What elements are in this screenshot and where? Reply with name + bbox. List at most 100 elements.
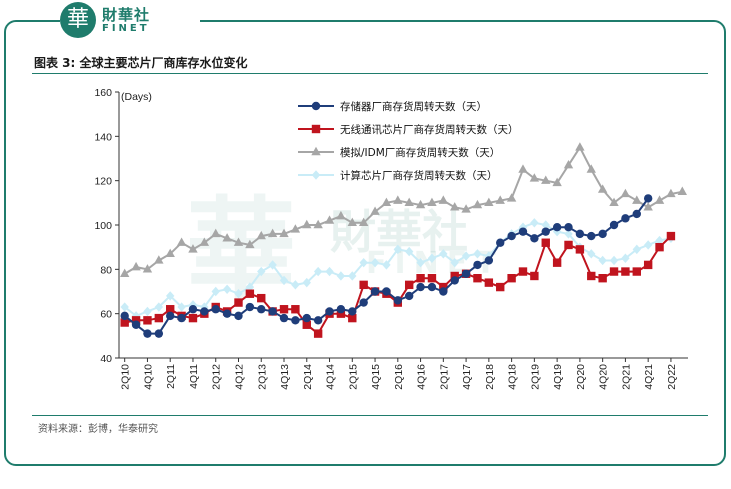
data-point-computing [166,291,175,301]
data-point-analog [188,244,198,253]
data-point-analog [484,197,494,207]
x-tick-label: 4Q12 [233,364,245,390]
data-point-analog [461,204,471,213]
x-tick-label: 2Q14 [302,364,314,390]
legend-label: 存储器厂商存货周转天数（天） [340,100,487,113]
data-point-memory [143,329,152,338]
data-point-wireless [120,318,129,327]
x-tick-label: 4Q11 [188,364,200,389]
data-point-analog [586,164,596,173]
x-tick-label: 2Q21 [620,364,632,390]
data-point-analog [211,228,221,238]
data-point-memory [257,305,266,314]
data-point-computing [279,275,289,286]
data-point-computing [188,300,198,310]
data-point-analog [632,195,642,204]
data-point-analog [302,219,312,229]
data-point-analog [131,261,141,271]
x-tick-label: 4Q16 [416,364,428,390]
data-point-memory [154,329,164,338]
data-point-memory [518,227,528,236]
data-point-memory [643,194,653,203]
data-point-computing [177,302,186,312]
data-point-memory [120,311,129,321]
legend-label: 无线通讯芯片厂商存货周转天数（天） [340,123,519,136]
data-point-computing [211,286,220,297]
data-point-wireless [541,238,550,247]
legend-label: 模拟/IDM厂商存货周转天数（天） [340,146,500,159]
data-point-analog [154,255,164,264]
data-point-computing [234,289,243,299]
data-point-analog [313,219,323,229]
data-point-computing [268,260,277,270]
figure-card [4,20,726,466]
y-axis-label: (Days) [121,91,152,103]
series-analog [119,142,688,277]
data-point-memory [234,311,243,321]
x-tick-label: 2Q22 [666,364,678,390]
x-tick-label: 2Q16 [393,364,405,390]
data-point-analog [370,206,380,215]
data-point-computing [609,255,619,266]
x-tick-label: 4Q13 [279,364,291,390]
data-point-wireless [257,293,266,303]
data-point-wireless [643,260,653,270]
x-tick-label: 2Q12 [211,364,223,390]
y-tick-label: 60 [100,309,112,321]
x-tick-label: 2Q15 [347,364,359,390]
data-point-analog [609,197,619,207]
x-tick-label: 4Q15 [370,364,382,390]
data-point-analog [506,193,517,202]
data-point-memory [325,307,334,316]
x-tick-label: 2Q19 [529,364,541,390]
data-point-memory [598,229,607,239]
data-point-computing [302,277,311,288]
legend-marker [311,170,321,180]
data-point-computing [416,257,425,268]
data-point-wireless [450,271,459,281]
data-point-analog [358,217,369,226]
data-point-computing [359,257,368,268]
data-point-memory [404,291,414,301]
data-point-wireless [621,267,630,276]
data-point-computing [564,229,573,239]
data-point-wireless [518,267,528,276]
data-point-memory [166,311,175,321]
data-point-memory [245,302,255,312]
data-point-analog [142,264,153,273]
data-point-wireless [598,274,607,283]
data-point-computing [382,260,391,270]
data-point-analog [438,195,449,204]
x-tick-label: 4Q19 [552,364,564,390]
data-point-memory [496,238,505,247]
data-point-analog [563,159,574,169]
data-point-analog [518,164,528,173]
data-point-memory [507,231,516,241]
data-point-analog [404,197,414,207]
data-point-analog [415,199,426,209]
data-point-wireless [348,313,357,323]
data-point-computing [325,266,334,277]
data-point-wireless [484,278,494,287]
data-point-wireless [427,274,437,283]
data-point-memory [416,282,425,292]
data-point-memory [382,287,391,296]
legend-item-analog: 模拟/IDM厂商存货周转天数（天） [298,146,500,159]
data-point-computing [143,306,152,317]
data-point-wireless [632,267,641,276]
data-point-analog [541,175,551,184]
data-point-wireless [302,320,311,329]
data-point-wireless [291,305,300,314]
data-point-analog [290,224,301,233]
data-point-analog [393,195,403,204]
data-point-computing [348,271,357,281]
data-point-memory [621,214,630,223]
data-point-memory [552,223,562,232]
data-point-memory [359,298,368,307]
data-point-computing [473,249,482,259]
data-point-wireless [552,258,562,267]
data-point-analog [199,237,210,246]
data-point-memory [222,309,232,318]
data-point-memory [393,296,403,305]
